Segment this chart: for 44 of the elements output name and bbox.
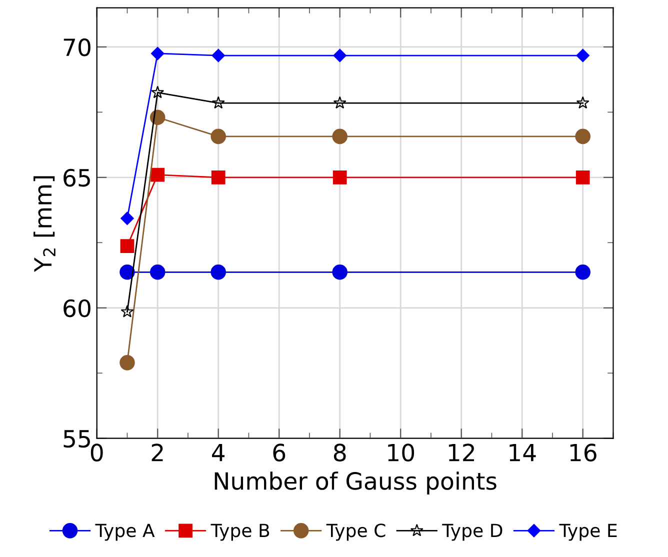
- legend-label: Type C: [326, 524, 386, 541]
- point: [151, 46, 164, 60]
- y-tick-label: 65: [64, 168, 90, 187]
- point: [332, 264, 348, 280]
- point: [576, 48, 590, 62]
- point: [211, 170, 226, 184]
- y-tick-label: 60: [64, 299, 90, 318]
- point: [333, 48, 346, 62]
- point: [120, 304, 134, 318]
- x-tick-label: 8: [334, 444, 346, 462]
- point: [210, 128, 226, 144]
- legend-label: Type B: [210, 524, 270, 541]
- x-tick-label: 14: [510, 444, 536, 462]
- legend-label: Type E: [559, 524, 617, 541]
- point: [151, 86, 164, 98]
- point: [210, 264, 226, 280]
- x-tick-label: 0: [90, 444, 103, 462]
- x-tick-label: 10: [388, 444, 414, 462]
- point: [332, 128, 348, 144]
- point: [332, 170, 347, 184]
- point: [333, 96, 346, 109]
- point: [575, 128, 590, 144]
- point: [150, 168, 165, 182]
- point: [212, 96, 225, 109]
- y-tick-label: 70: [64, 38, 90, 56]
- x-tick-label: 12: [448, 444, 474, 462]
- point: [576, 96, 590, 109]
- legend-label: Type A: [95, 524, 155, 541]
- point: [120, 239, 134, 253]
- x-tick-label: 4: [212, 444, 225, 462]
- point: [120, 212, 134, 225]
- y-axis-title: Y$_{2}$ [mm]: [34, 176, 56, 272]
- point: [212, 48, 225, 62]
- y-tick-label: 55: [64, 430, 90, 448]
- point: [575, 264, 590, 280]
- point: [120, 355, 135, 370]
- point: [576, 170, 590, 184]
- legend-label: Type D: [442, 524, 502, 541]
- point: [120, 264, 135, 280]
- x-axis-title: Number of Gauss points: [214, 472, 496, 494]
- x-tick-label: 6: [273, 444, 286, 462]
- x-tick-label: 16: [570, 444, 596, 462]
- x-tick-label: 2: [152, 444, 163, 462]
- point: [150, 264, 166, 280]
